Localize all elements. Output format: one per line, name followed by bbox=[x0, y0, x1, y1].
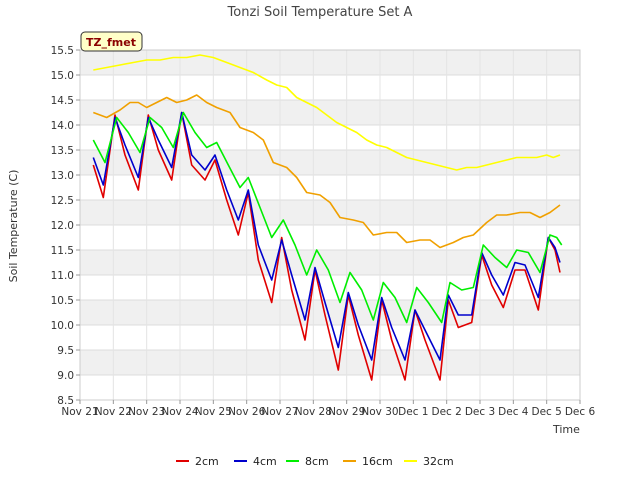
legend-item-4cm: 4cm bbox=[234, 455, 277, 468]
plot-band bbox=[80, 150, 580, 175]
y-tick-label: 15.5 bbox=[51, 45, 74, 57]
x-tick-label: Nov 28 bbox=[295, 406, 332, 418]
y-tick-label: 10.5 bbox=[51, 295, 74, 307]
y-tick-label: 12.5 bbox=[51, 195, 74, 207]
plot-band bbox=[80, 225, 580, 250]
plot-band bbox=[80, 200, 580, 225]
series-line-32cm bbox=[93, 54, 561, 171]
y-axis-ticks: 8.5 9.0 9.5 10.0 10.5 11.0 11.5 12.0 12.5 13.0 13.… bbox=[51, 45, 80, 407]
x-tick-label: Nov 25 bbox=[195, 406, 232, 418]
y-tick-label: 8.5 bbox=[57, 395, 74, 407]
legend-item-2cm: 2cm bbox=[176, 455, 219, 468]
x-tick-label: Dec 3 bbox=[465, 406, 495, 418]
series-line-16cm bbox=[93, 94, 561, 249]
series-line-4cm bbox=[92, 111, 561, 361]
y-tick-label: 10.0 bbox=[51, 320, 74, 332]
legend-item-16cm: 16cm bbox=[343, 455, 393, 468]
x-tick-label: Nov 22 bbox=[95, 406, 132, 418]
legend: 2cm 4cm 8cm 16cm 32cm bbox=[176, 455, 454, 468]
y-tick-label: 14.5 bbox=[51, 95, 74, 107]
plot-band bbox=[80, 75, 580, 100]
y-tick-label: 12.0 bbox=[51, 220, 74, 232]
y-tick-label: 15.0 bbox=[51, 70, 74, 82]
x-tick-label: Dec 6 bbox=[565, 406, 596, 418]
legend-label: 2cm bbox=[195, 455, 219, 468]
legend-label: 8cm bbox=[305, 455, 329, 468]
plot-band bbox=[80, 100, 580, 125]
x-tick-label: Nov 29 bbox=[328, 406, 365, 418]
x-tick-label: Nov 26 bbox=[228, 406, 266, 418]
plot-band bbox=[80, 250, 580, 275]
series-lines bbox=[92, 54, 563, 381]
series-line-8cm bbox=[92, 111, 563, 324]
plot-band bbox=[80, 350, 580, 375]
plot-band bbox=[80, 50, 580, 75]
y-tick-label: 13.5 bbox=[51, 145, 74, 157]
series-line-2cm bbox=[92, 111, 561, 381]
y-tick-label: 11.5 bbox=[51, 245, 74, 257]
station-badge: TZ_fmet bbox=[80, 31, 143, 52]
y-tick-label: 13.0 bbox=[51, 170, 74, 182]
y-tick-label: 14.0 bbox=[51, 120, 74, 132]
legend-label: 32cm bbox=[423, 455, 454, 468]
station-badge-box bbox=[80, 31, 143, 52]
y-axis-label: Soil Temperature (C) bbox=[7, 170, 20, 283]
y-tick-label: 9.5 bbox=[57, 345, 74, 357]
x-tick-label: Nov 27 bbox=[261, 406, 298, 418]
x-tick-label: Dec 2 bbox=[431, 406, 461, 418]
plot-band bbox=[80, 375, 580, 400]
legend-item-32cm: 32cm bbox=[404, 455, 454, 468]
y-tick-label: 11.0 bbox=[51, 270, 74, 282]
x-tick-label: Dec 4 bbox=[498, 406, 529, 418]
x-axis-label: Time bbox=[552, 423, 580, 436]
legend-label: 16cm bbox=[362, 455, 393, 468]
x-tick-label: Nov 21 bbox=[61, 406, 98, 418]
x-tick-label: Dec 5 bbox=[531, 406, 561, 418]
y-tick-label: 9.0 bbox=[57, 370, 74, 382]
chart-title: Tonzi Soil Temperature Set A bbox=[227, 5, 413, 20]
legend-item-8cm: 8cm bbox=[286, 455, 329, 468]
x-tick-label: Dec 1 bbox=[398, 406, 428, 418]
plot-band bbox=[80, 275, 580, 300]
legend-label: 4cm bbox=[253, 455, 277, 468]
plot-band bbox=[80, 175, 580, 200]
x-tick-label: Nov 24 bbox=[161, 406, 199, 418]
station-badge-label: TZ_fmet bbox=[86, 36, 136, 49]
x-tick-label: Nov 23 bbox=[128, 406, 165, 418]
x-tick-label: Nov 30 bbox=[361, 406, 398, 418]
